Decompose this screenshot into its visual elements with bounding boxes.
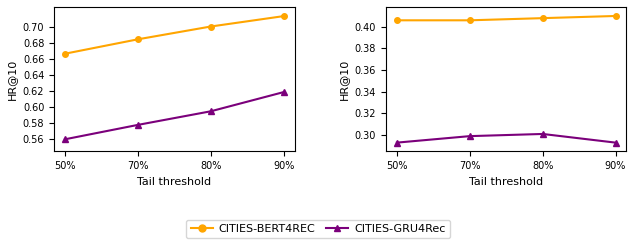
Legend: CITIES-BERT4REC, CITIES-GRU4Rec: CITIES-BERT4REC, CITIES-GRU4Rec [186, 220, 450, 238]
X-axis label: Tail threshold: Tail threshold [469, 177, 543, 187]
X-axis label: Tail threshold: Tail threshold [137, 177, 211, 187]
Y-axis label: HR@10: HR@10 [7, 59, 17, 100]
Y-axis label: HR@10: HR@10 [339, 59, 349, 100]
